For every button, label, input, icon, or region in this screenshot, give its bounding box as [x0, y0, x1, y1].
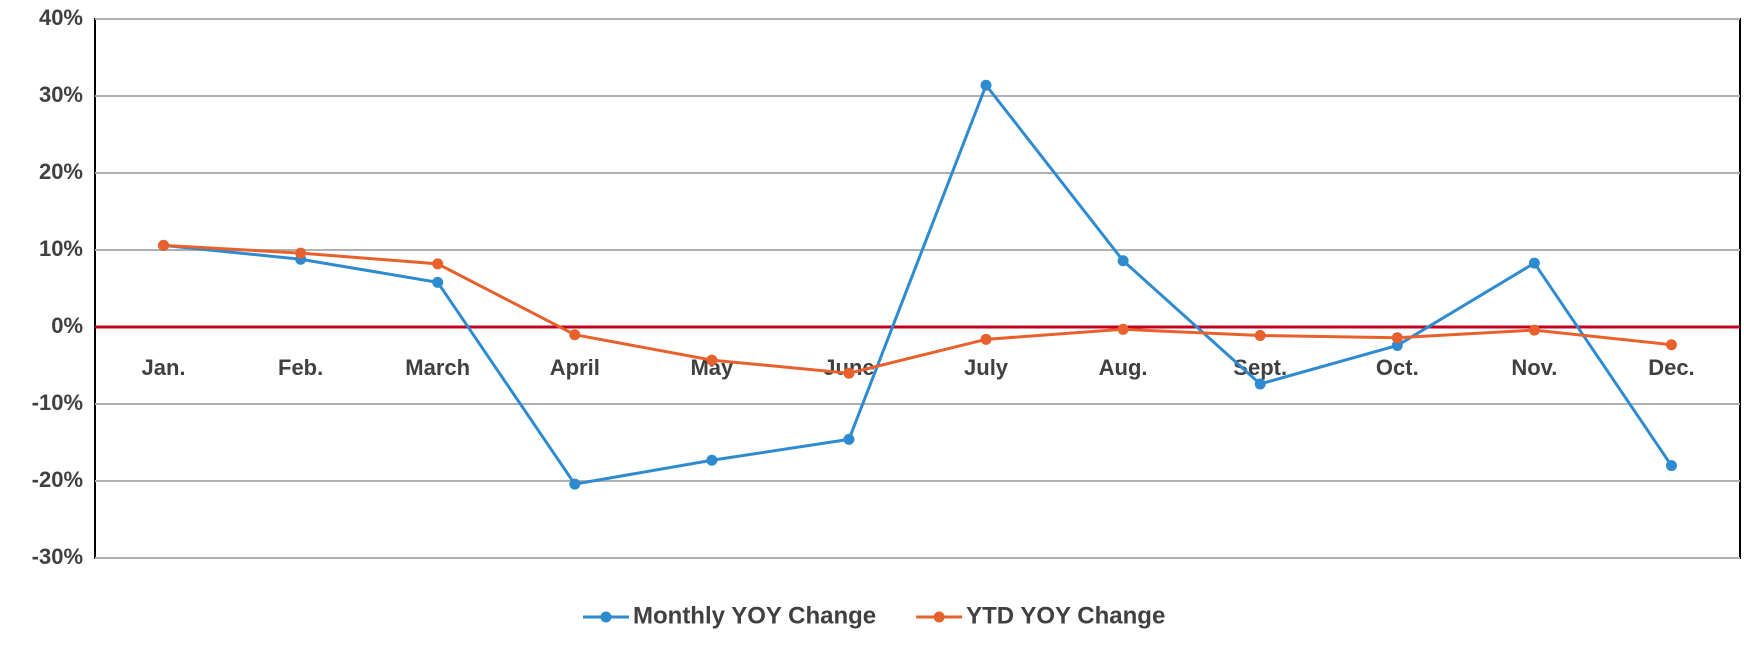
- y-tick-label: -20%: [32, 467, 83, 492]
- y-tick-label: 0%: [51, 313, 83, 338]
- data-point: [1665, 460, 1677, 472]
- legend: Monthly YOY Change YTD YOY Change: [583, 602, 1165, 629]
- data-point: [432, 276, 444, 288]
- y-tick-label: -30%: [32, 544, 83, 569]
- data-point: [1528, 324, 1540, 336]
- y-tick-label: -10%: [32, 390, 83, 415]
- data-point: [843, 367, 855, 379]
- legend-label: YTD YOY Change: [966, 602, 1165, 629]
- data-point: [1117, 323, 1129, 335]
- data-point: [706, 354, 718, 366]
- series-line: [163, 243, 1672, 375]
- y-tick-label: 10%: [39, 236, 83, 261]
- data-point: [569, 329, 581, 341]
- x-tick-label: Feb.: [278, 355, 323, 380]
- x-tick-label: Jan.: [142, 355, 186, 380]
- data-point: [980, 333, 992, 345]
- data-point: [843, 433, 855, 445]
- data-point: [1665, 339, 1677, 351]
- y-tick-label: 30%: [39, 82, 83, 107]
- legend-marker: [933, 611, 945, 623]
- data-point: [1391, 332, 1403, 344]
- x-tick-label: Oct.: [1376, 355, 1419, 380]
- data-point: [980, 79, 992, 91]
- data-point: [1528, 257, 1540, 269]
- legend-marker: [600, 611, 612, 623]
- y-tick-label: 20%: [39, 159, 83, 184]
- data-point: [432, 258, 444, 270]
- data-point: [158, 239, 170, 251]
- x-tick-label: July: [964, 355, 1009, 380]
- legend-label: Monthly YOY Change: [633, 602, 876, 629]
- data-point: [1254, 378, 1266, 390]
- x-tick-label: Aug.: [1099, 355, 1148, 380]
- data-point: [569, 478, 581, 490]
- x-tick-label: April: [550, 355, 600, 380]
- x-tick-label: Dec.: [1648, 355, 1694, 380]
- series-line: [163, 82, 1673, 486]
- y-tick-label: 40%: [39, 5, 83, 30]
- data-point: [1391, 339, 1403, 351]
- x-tick-label: March: [405, 355, 470, 380]
- x-tick-label: Nov.: [1511, 355, 1557, 380]
- data-point: [1254, 329, 1266, 341]
- data-point: [1117, 255, 1129, 267]
- data-point: [706, 454, 718, 466]
- data-point: [295, 247, 307, 259]
